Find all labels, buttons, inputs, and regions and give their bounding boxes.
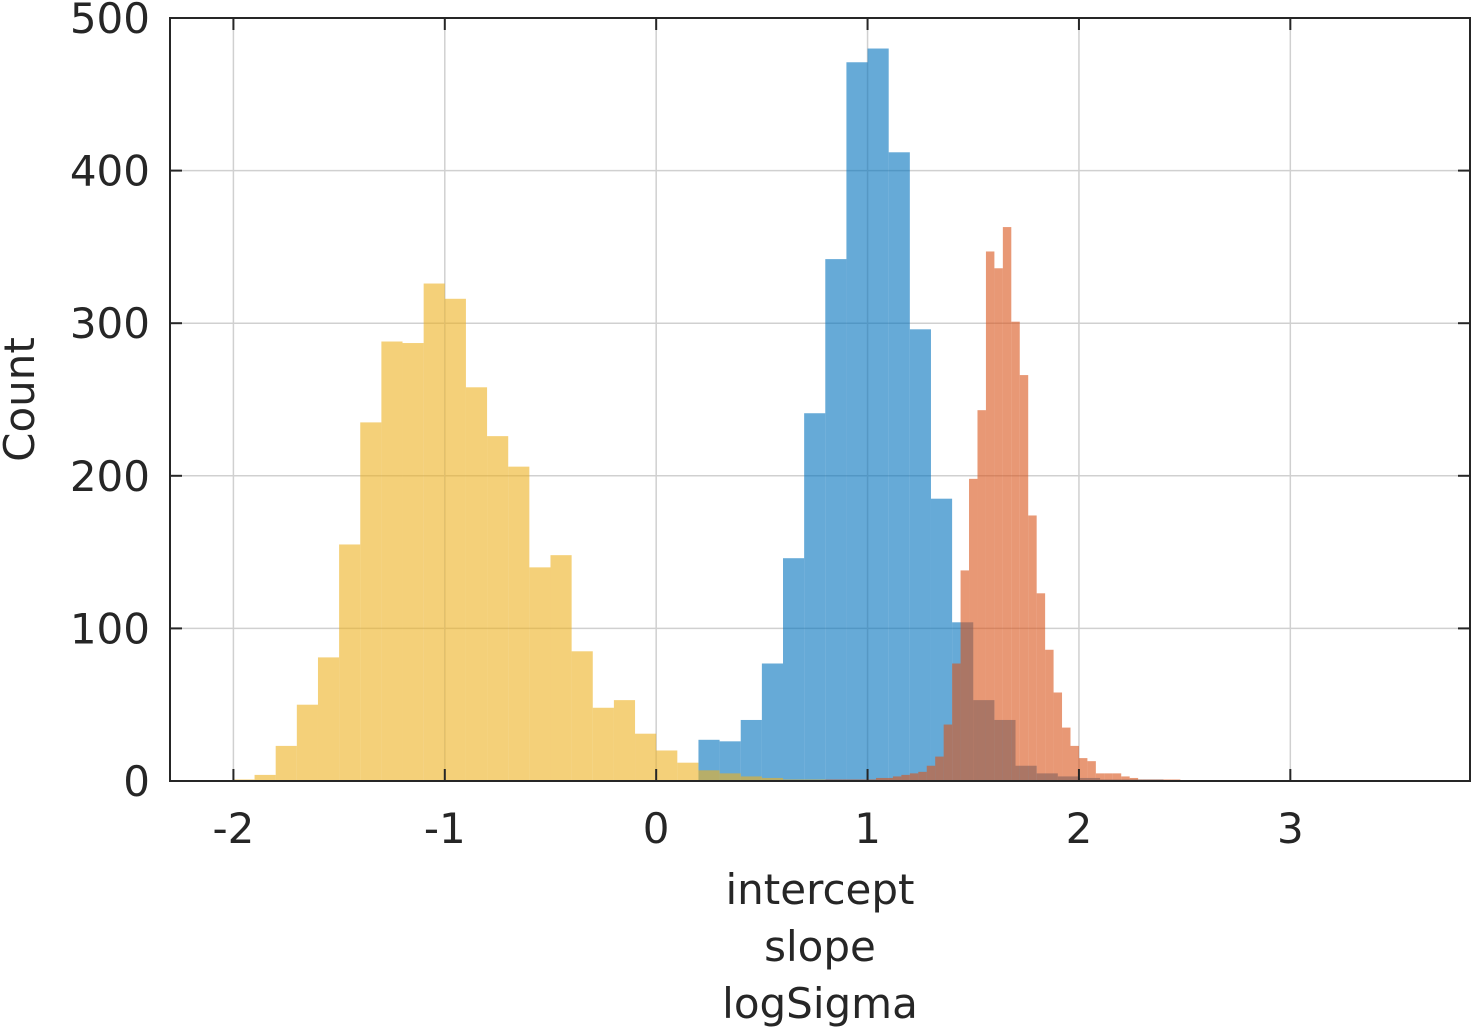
histogram-bar bbox=[876, 777, 885, 781]
histogram-bar bbox=[1028, 515, 1037, 781]
histogram-bar bbox=[677, 762, 699, 781]
x-tick-label: 1 bbox=[854, 804, 881, 853]
histogram-bar bbox=[360, 422, 382, 781]
bars-layer bbox=[233, 48, 1181, 782]
histogram-bar bbox=[969, 478, 978, 781]
histogram-bar bbox=[613, 700, 636, 781]
histogram-bar bbox=[1112, 773, 1122, 781]
x-tick-label: -1 bbox=[424, 804, 466, 853]
histogram-bar bbox=[977, 410, 986, 781]
y-tick-label: 300 bbox=[70, 299, 150, 348]
histogram-bar bbox=[1062, 727, 1071, 781]
axes-layer bbox=[169, 17, 1471, 782]
histogram-bar bbox=[487, 436, 509, 781]
histogram-bar bbox=[884, 777, 893, 781]
x-tick-label: -2 bbox=[212, 804, 254, 853]
histogram-bar bbox=[1095, 773, 1105, 781]
histogram-bar bbox=[571, 651, 593, 781]
histogram-bar bbox=[465, 387, 488, 781]
histogram-bar bbox=[508, 466, 530, 781]
histogram-bar bbox=[901, 774, 910, 781]
histogram-bar bbox=[296, 704, 318, 781]
histogram-bar bbox=[740, 776, 762, 781]
series-slope bbox=[825, 227, 1181, 781]
histogram-bar bbox=[952, 663, 961, 781]
histogram-bar bbox=[909, 329, 931, 781]
histogram-bar bbox=[867, 48, 889, 781]
x-tick-label: 0 bbox=[643, 804, 670, 853]
histogram-bar bbox=[1045, 649, 1054, 781]
histogram-bar bbox=[339, 544, 361, 781]
histogram-bar bbox=[402, 343, 424, 781]
histogram-bar bbox=[1087, 761, 1096, 781]
histogram-bar bbox=[529, 567, 551, 781]
histogram-bar bbox=[1129, 777, 1139, 781]
histogram-bar bbox=[635, 733, 657, 781]
histogram-bar bbox=[935, 756, 944, 781]
series-logSigma bbox=[233, 283, 826, 781]
plot-frame bbox=[169, 17, 1471, 782]
y-tick-label: 0 bbox=[123, 757, 150, 806]
histogram-bar bbox=[960, 570, 970, 781]
histogram-bar bbox=[1070, 745, 1079, 781]
histogram-bar bbox=[719, 773, 741, 781]
ticks-layer: -2 -1 0 1 2 3 0 100 200 300 400 500 bbox=[70, 0, 1470, 853]
histogram-bar bbox=[423, 283, 445, 781]
x-axis-label-logsigma: logSigma bbox=[722, 979, 918, 1028]
histogram-bar bbox=[656, 750, 678, 781]
y-tick-label: 400 bbox=[70, 147, 150, 196]
histogram-bar bbox=[994, 268, 1003, 781]
histogram-bar bbox=[943, 724, 953, 781]
histogram-bar bbox=[926, 765, 936, 781]
y-tick-label: 500 bbox=[70, 0, 150, 43]
y-axis-label: Count bbox=[0, 337, 44, 462]
histogram-bar bbox=[1104, 773, 1113, 781]
x-axis-label-slope: slope bbox=[764, 922, 876, 971]
histogram-bar bbox=[846, 62, 868, 781]
histogram-bar bbox=[825, 259, 847, 781]
histogram-bar bbox=[1002, 227, 1012, 781]
histogram-bar bbox=[254, 774, 276, 781]
histogram-bar bbox=[783, 558, 805, 781]
histogram-bar bbox=[930, 498, 953, 781]
histogram-bar bbox=[1011, 321, 1020, 781]
histogram-bar bbox=[804, 413, 826, 781]
series-intercept bbox=[698, 48, 1164, 782]
y-tick-label: 200 bbox=[70, 452, 150, 501]
x-tick-label: 3 bbox=[1277, 804, 1304, 853]
histogram-bar bbox=[719, 741, 741, 781]
histogram-bar bbox=[275, 745, 297, 781]
histogram-bar bbox=[761, 663, 784, 781]
histogram-bar bbox=[1078, 758, 1088, 781]
histogram-bar bbox=[761, 777, 784, 781]
histogram-bar bbox=[1036, 593, 1046, 781]
histogram-bar bbox=[740, 719, 762, 781]
histogram-bar bbox=[888, 152, 910, 782]
histogram-bar bbox=[381, 341, 403, 781]
histogram-bar bbox=[985, 251, 995, 781]
x-tick-label: 2 bbox=[1066, 804, 1093, 853]
histogram-bar bbox=[909, 773, 919, 781]
y-tick-label: 100 bbox=[70, 604, 150, 653]
histogram-bar bbox=[698, 770, 720, 781]
histogram-bar bbox=[1019, 375, 1029, 781]
histogram-bar bbox=[892, 776, 902, 781]
histogram-bar bbox=[918, 771, 927, 781]
histogram-bar bbox=[550, 555, 572, 781]
histogram-bar bbox=[592, 707, 614, 781]
histogram-bar bbox=[444, 298, 466, 781]
histogram-bar bbox=[317, 657, 340, 781]
histogram-bar bbox=[1053, 692, 1063, 781]
histogram-bar bbox=[1121, 776, 1130, 781]
x-axis-label-intercept: intercept bbox=[726, 865, 915, 914]
